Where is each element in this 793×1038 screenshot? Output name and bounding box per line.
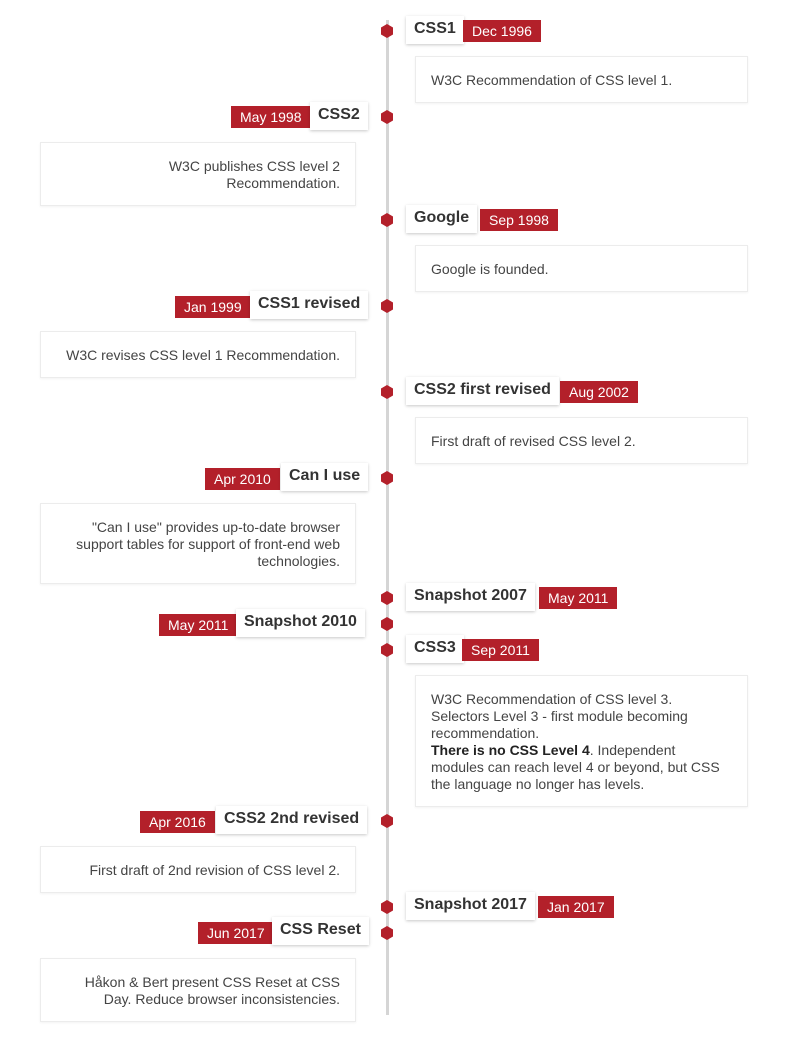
event-title: CSS1 (406, 16, 464, 44)
event-date-badge: Sep 1998 (480, 209, 558, 231)
event-date-badge: Apr 2016 (140, 811, 215, 833)
timeline-marker (381, 591, 393, 605)
event-date-badge: Sep 2011 (462, 639, 539, 661)
timeline-marker (381, 926, 393, 940)
event-description: Google is founded. (415, 245, 748, 292)
event-description: W3C publishes CSS level 2 Recommendation… (40, 142, 356, 206)
event-date-badge: May 2011 (159, 614, 238, 636)
event-title: CSS1 revised (250, 291, 369, 319)
timeline-line (386, 20, 389, 1015)
timeline-marker (381, 900, 393, 914)
event-title: CSS2 2nd revised (216, 806, 368, 834)
event-description: Håkon & Bert present CSS Reset at CSS Da… (40, 958, 356, 1022)
event-description: W3C revises CSS level 1 Recommendation. (40, 331, 356, 378)
event-date-badge: May 2011 (539, 587, 618, 609)
event-date-badge: Jun 2017 (198, 922, 274, 944)
event-date-badge: Aug 2002 (560, 381, 638, 403)
event-title: Snapshot 2017 (406, 892, 535, 920)
event-date-badge: Dec 1996 (463, 20, 541, 42)
event-title: Google (406, 205, 478, 233)
event-title: CSS2 (310, 102, 368, 130)
timeline-marker (381, 385, 393, 399)
event-description: W3C Recommendation of CSS level 3. Selec… (415, 675, 748, 807)
timeline-marker (381, 617, 393, 631)
timeline-marker (381, 213, 393, 227)
event-title: Can I use (281, 463, 369, 491)
event-title: Snapshot 2010 (236, 609, 365, 637)
timeline-marker (381, 110, 393, 124)
event-title: CSS3 (406, 635, 464, 663)
event-title: CSS2 first revised (406, 377, 559, 405)
timeline-marker (381, 471, 393, 485)
event-description: W3C Recommendation of CSS level 1. (415, 56, 748, 103)
event-date-badge: Jan 2017 (538, 896, 614, 918)
event-title: Snapshot 2007 (406, 583, 535, 611)
event-date-badge: Jan 1999 (175, 296, 251, 318)
event-title: CSS Reset (272, 917, 369, 945)
event-description: "Can I use" provides up-to-date browser … (40, 503, 356, 584)
timeline-marker (381, 299, 393, 313)
timeline-marker (381, 643, 393, 657)
event-description: First draft of 2nd revision of CSS level… (40, 846, 356, 893)
event-description: First draft of revised CSS level 2. (415, 417, 748, 464)
event-date-badge: Apr 2010 (205, 468, 280, 490)
event-date-badge: May 1998 (231, 106, 311, 128)
timeline-marker (381, 814, 393, 828)
timeline-marker (381, 24, 393, 38)
emphasis-text: There is no CSS Level 4 (431, 742, 590, 758)
